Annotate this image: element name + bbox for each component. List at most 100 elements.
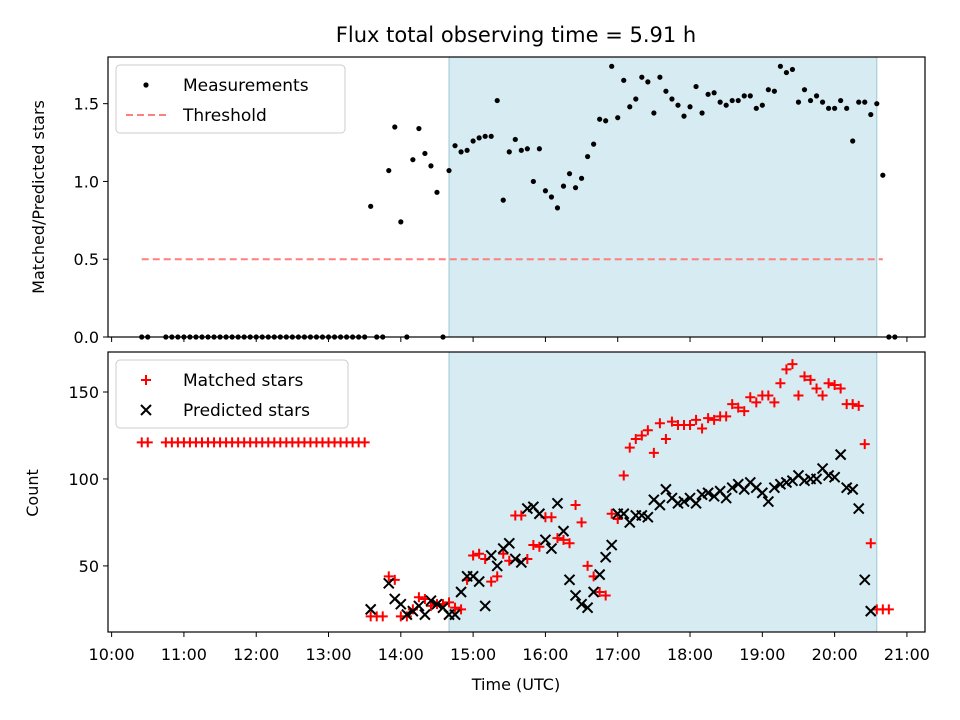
predicted-star-point	[605, 539, 618, 551]
matched-star-point	[444, 597, 455, 608]
matched-star-point	[534, 541, 545, 552]
matched-star-point	[745, 392, 756, 403]
legend-box	[115, 359, 349, 429]
predicted-star-point	[515, 556, 528, 569]
measurement-point	[434, 189, 440, 195]
measurement-point	[512, 136, 518, 143]
matched-star-point	[817, 390, 828, 401]
matched-star-point	[413, 592, 424, 603]
predicted-star-point	[395, 598, 407, 610]
matched-star-point	[648, 447, 659, 458]
predicted-star-point	[593, 568, 606, 581]
matched-star-point	[383, 571, 394, 582]
measurement-point	[801, 87, 808, 93]
matched-star-point	[660, 433, 671, 444]
measurement-point	[868, 111, 874, 118]
matched-star-point	[486, 576, 497, 587]
predicted-star-point	[762, 495, 775, 508]
matched-star-point	[853, 400, 864, 411]
predicted-star-point	[479, 600, 491, 612]
measurement-point	[675, 102, 681, 108]
predicted-star-point	[364, 603, 377, 616]
predicted-star-point	[569, 589, 582, 602]
measurement-point	[844, 105, 850, 111]
measurement-point	[687, 104, 693, 110]
measurement-point	[458, 149, 464, 155]
predicted-star-point	[449, 608, 461, 621]
predicted-star-point	[846, 483, 859, 496]
matched-star-point	[624, 442, 635, 453]
matched-star-point	[401, 611, 412, 622]
x-tick-label: 19:00	[739, 645, 785, 664]
predicted-star-point	[756, 487, 769, 499]
predicted-star-point	[455, 586, 467, 598]
matched-star-point	[564, 538, 575, 549]
predicted-star-point	[491, 560, 503, 572]
matched-star-point	[576, 517, 587, 528]
matched-star-point	[883, 604, 894, 615]
predicted-star-point	[413, 600, 425, 612]
matched-star-point	[552, 533, 563, 544]
matched-star-point	[612, 513, 623, 524]
x-axis-label: Time (UTC)	[471, 675, 560, 694]
x-tick-label: 16:00	[522, 645, 568, 664]
matched-star-point	[727, 399, 738, 410]
measurement-point	[566, 171, 573, 177]
measurement-point	[669, 96, 675, 102]
y-tick-label: 150	[68, 383, 99, 402]
predicted-star-point	[551, 497, 564, 510]
predicted-star-point	[834, 448, 847, 461]
measurement-point	[368, 203, 374, 209]
predicted-star-point	[533, 508, 546, 520]
observing-window-span	[449, 57, 877, 337]
x-tick-label: 21:00	[884, 645, 930, 664]
bottom-y-axis-label: Count	[23, 469, 42, 517]
measurement-point	[470, 138, 476, 144]
x-tick-label: 10:00	[89, 645, 135, 664]
matched-star-point	[498, 548, 509, 559]
matched-star-point	[582, 560, 593, 571]
matched-star-point	[805, 374, 816, 385]
measurement-point	[518, 147, 524, 153]
matched-star-point	[751, 397, 762, 408]
matched-star-point	[456, 604, 467, 615]
measurement-point	[428, 163, 434, 169]
top-panel: 0.0 0.5 1.0 1.5 Measurements Threshold	[74, 56, 926, 347]
matched-star-point	[685, 420, 696, 431]
legend: Matched stars Predicted stars	[115, 359, 349, 429]
measurement-point	[584, 153, 591, 160]
measurement-point	[681, 113, 687, 119]
predicted-star-point	[599, 551, 612, 563]
matched-star-point	[468, 550, 479, 561]
measurement-point	[741, 93, 747, 99]
measurement-point	[386, 167, 392, 174]
predicted-star-point	[702, 487, 714, 499]
predicted-star-point	[859, 574, 871, 586]
measurement-point	[500, 197, 506, 203]
measurement-point	[789, 66, 796, 73]
matched-star-point	[799, 371, 810, 382]
measurement-point	[747, 93, 753, 99]
measurement-point	[832, 105, 838, 111]
matched-star-point	[142, 437, 153, 448]
axes-frame	[107, 56, 926, 338]
matched-star-point	[377, 611, 388, 622]
predicted-star-point	[563, 574, 576, 586]
measurement-point	[699, 110, 705, 116]
matched-star-point	[697, 423, 708, 434]
measurement-point	[807, 97, 814, 104]
matched-star-point	[763, 390, 774, 401]
predicted-star-point	[720, 492, 732, 504]
legend-label: Matched stars	[183, 371, 303, 391]
measurement-point	[753, 105, 759, 111]
measurement-point	[777, 63, 783, 69]
matched-star-point	[835, 383, 846, 394]
measurement-point	[765, 87, 771, 93]
matched-star-point	[703, 413, 714, 424]
predicted-star-point	[865, 605, 877, 617]
matched-star-point	[775, 378, 786, 389]
predicted-star-point	[678, 495, 690, 508]
predicted-star-point	[768, 481, 781, 494]
measurement-point	[880, 172, 886, 178]
measurement-point	[542, 188, 549, 194]
